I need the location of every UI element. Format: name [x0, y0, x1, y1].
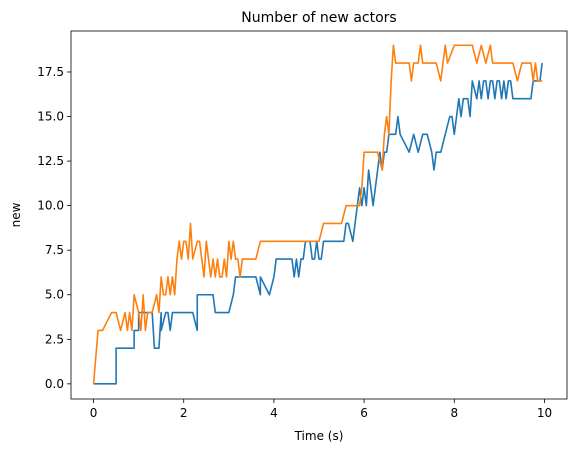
y-axis-label: new: [9, 202, 23, 227]
y-tick-label: 17.5: [37, 65, 64, 79]
y-tick-label: 7.5: [45, 243, 64, 257]
plot-frame: [70, 30, 568, 400]
x-tick-label: 2: [180, 406, 188, 420]
x-axis-label: Time (s): [294, 429, 344, 443]
chart-title: Number of new actors: [241, 10, 396, 26]
x-tick-label: 4: [270, 406, 278, 420]
y-tick-label: 15.0: [37, 110, 64, 124]
plot-lines: [92, 44, 543, 385]
x-tick-label: 0: [90, 406, 98, 420]
x-tick-label: 8: [450, 406, 458, 420]
series-line-1: [93, 62, 543, 385]
series-line-2: [92, 44, 543, 384]
y-tick-label: 0.0: [45, 377, 64, 391]
y-tick-label: 12.5: [37, 154, 64, 168]
y-tick-label: 10.0: [37, 199, 64, 213]
y-tick-label: 2.5: [45, 332, 64, 346]
x-tick-label: 6: [360, 406, 368, 420]
y-tick-label: 5.0: [45, 288, 64, 302]
x-tick-label: 10: [537, 406, 552, 420]
y-axis-ticks: 0.0 2.5 5.0 7.5 10.0 12.5 15.0 17.5: [37, 65, 71, 391]
x-axis-ticks: 0 2 4 6 8 10: [90, 399, 552, 420]
